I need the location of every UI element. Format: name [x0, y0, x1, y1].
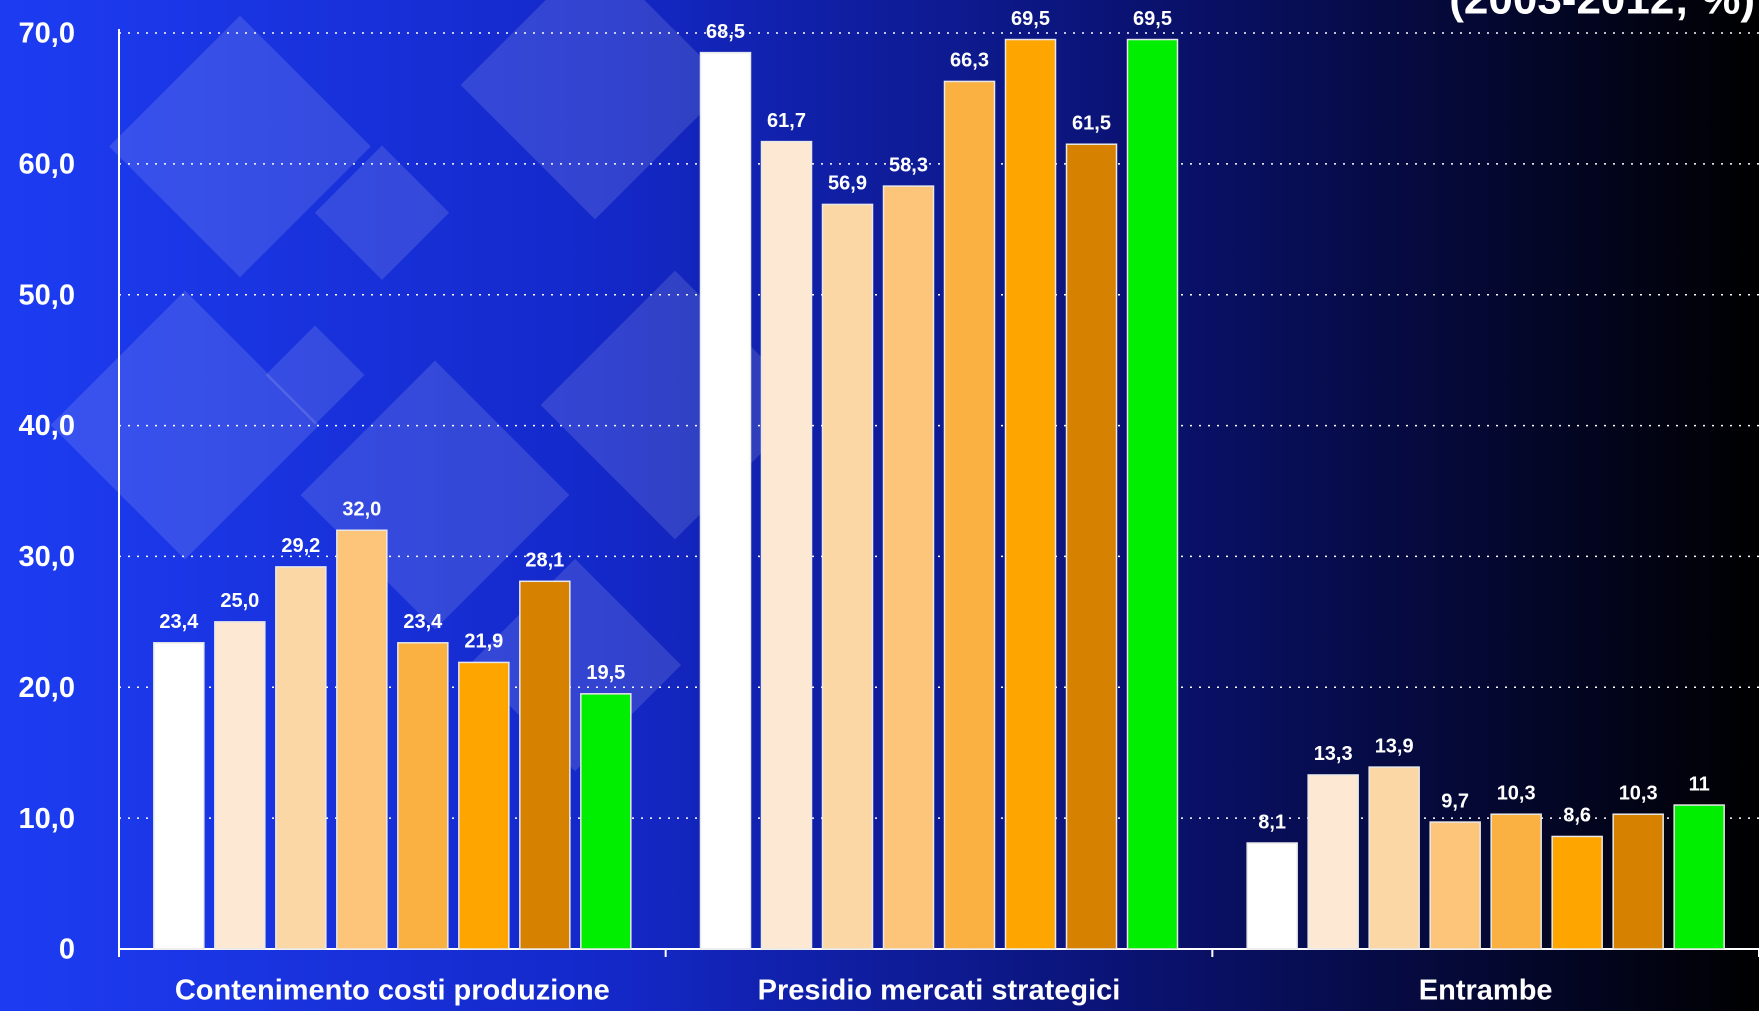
value-label: 66,3 [950, 50, 989, 72]
value-label: 11 [1689, 773, 1710, 795]
value-label: 32,0 [342, 499, 381, 521]
y-tick-label: 40,0 [19, 410, 75, 442]
value-label: 9,7 [1441, 790, 1469, 812]
bar [1368, 766, 1420, 950]
value-label: 8,1 [1258, 811, 1286, 833]
bar [760, 140, 813, 950]
value-label: 10,3 [1497, 782, 1536, 804]
value-label: 25,0 [220, 590, 259, 612]
value-label: 61,7 [767, 110, 806, 132]
bar [580, 693, 632, 950]
value-label: 29,2 [281, 535, 320, 557]
bar [275, 566, 327, 950]
bar [821, 203, 874, 950]
value-label: 68,5 [706, 21, 745, 43]
bar [1612, 813, 1664, 950]
bar [882, 185, 935, 950]
chart-title: (2003-2012; %) [1449, 0, 1755, 24]
bar [519, 580, 571, 950]
bar [397, 642, 449, 950]
value-label: 69,5 [1133, 8, 1172, 30]
y-tick-label: 20,0 [19, 672, 75, 704]
value-label: 28,1 [525, 550, 564, 572]
bar [1246, 842, 1298, 950]
value-label: 10,3 [1619, 782, 1658, 804]
bar [943, 80, 996, 950]
value-label: 69,5 [1011, 8, 1050, 30]
value-label: 13,9 [1375, 735, 1414, 757]
y-tick-label: 60,0 [19, 149, 75, 181]
bar [1307, 774, 1359, 950]
value-label: 61,5 [1072, 113, 1111, 135]
x-tick-label: Entrambe [1419, 975, 1553, 1007]
value-label: 23,4 [403, 611, 443, 633]
y-tick-label: 0 [59, 934, 75, 966]
value-label: 19,5 [586, 662, 625, 684]
x-tick-label: Contenimento costi produzione [175, 975, 610, 1007]
value-label: 58,3 [889, 154, 928, 176]
bar [1490, 813, 1542, 950]
bar [1065, 143, 1118, 950]
bar [1126, 38, 1179, 950]
bar [1429, 821, 1481, 950]
y-tick-label: 10,0 [19, 803, 75, 835]
value-label: 8,6 [1563, 805, 1591, 827]
value-label: 13,3 [1314, 743, 1353, 765]
y-tick-label: 70,0 [19, 18, 75, 50]
bar [214, 621, 266, 950]
bar [1004, 38, 1057, 950]
value-label: 56,9 [828, 173, 867, 195]
bar [699, 51, 752, 950]
y-tick-label: 50,0 [19, 279, 75, 311]
bar [458, 661, 510, 950]
x-tick-label: Presidio mercati strategici [758, 975, 1121, 1007]
value-label: 21,9 [464, 631, 503, 653]
bar [153, 642, 205, 950]
value-label: 23,4 [159, 611, 199, 633]
y-tick-label: 30,0 [19, 541, 75, 573]
bar [336, 529, 388, 950]
bar [1673, 804, 1725, 950]
bar [1551, 835, 1603, 950]
